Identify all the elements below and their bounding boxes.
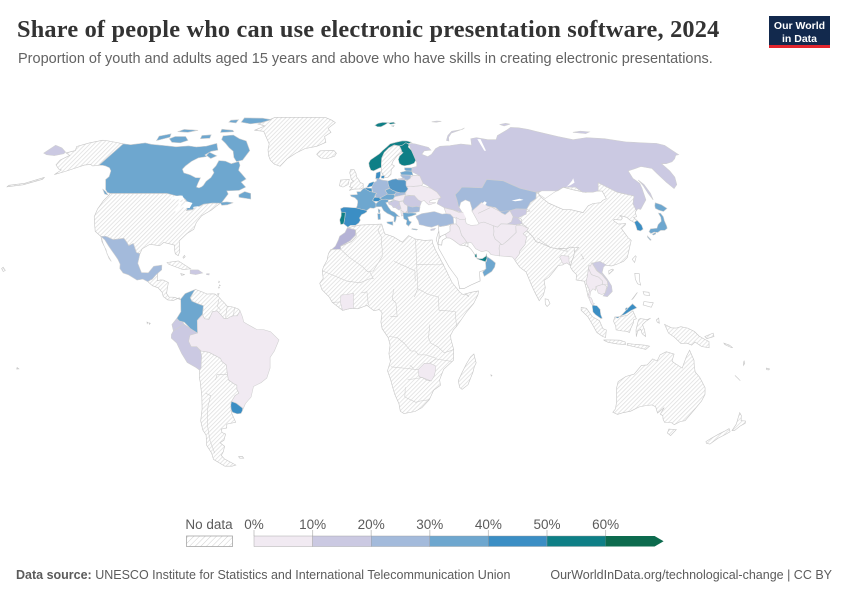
svg-text:No data: No data [185,517,233,532]
svg-text:0%: 0% [244,517,264,532]
svg-text:30%: 30% [416,517,443,532]
svg-text:40%: 40% [475,517,502,532]
svg-text:50%: 50% [533,517,560,532]
svg-text:60%: 60% [592,517,619,532]
svg-text:10%: 10% [299,517,326,532]
svg-text:20%: 20% [358,517,385,532]
